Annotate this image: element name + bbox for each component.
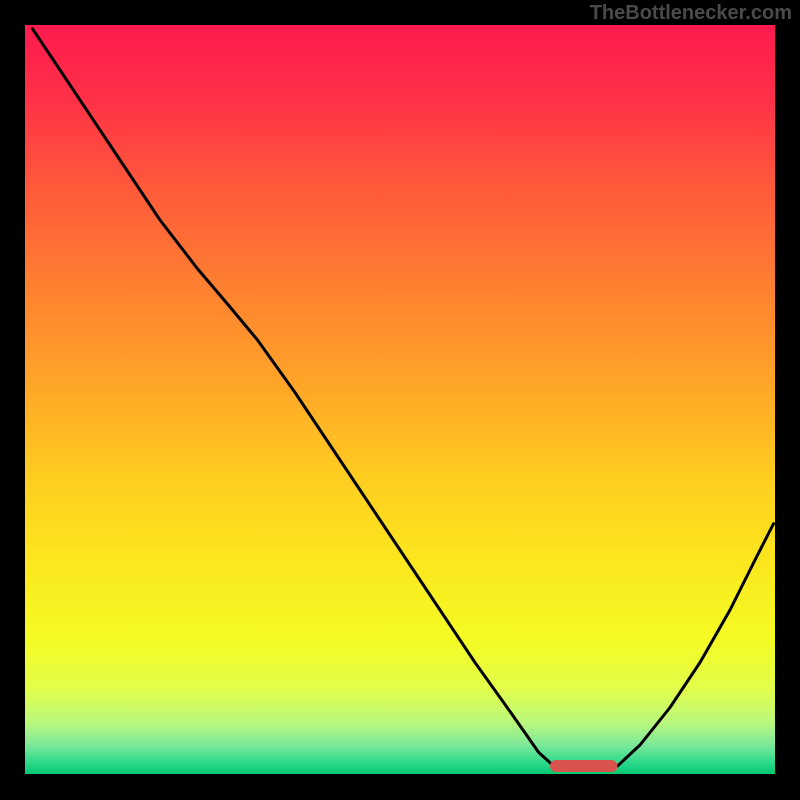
optimum-marker [550,760,618,772]
plot-area [25,25,775,775]
gradient-background [25,25,775,775]
watermark-text: TheBottlenecker.com [590,2,792,25]
chart-svg [25,25,775,775]
stage: TheBottlenecker.com [0,0,800,800]
